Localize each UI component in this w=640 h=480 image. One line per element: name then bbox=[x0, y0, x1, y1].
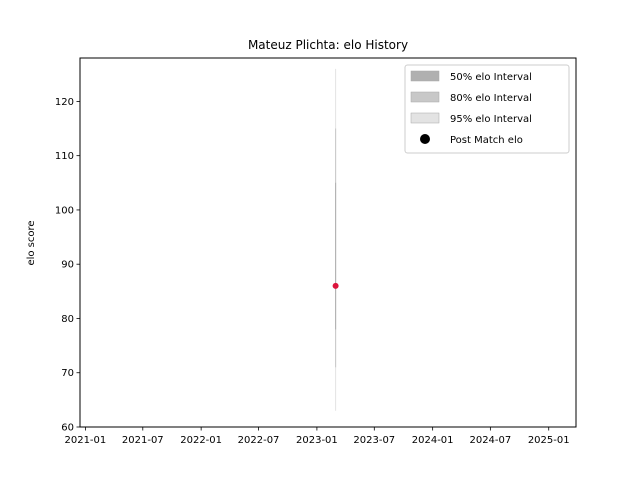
y-axis-label: elo score bbox=[26, 220, 37, 265]
x-tick-label: 2022-01 bbox=[180, 435, 222, 446]
plot-marks bbox=[332, 68, 339, 411]
y-axis: 60 70 80 90 100 110 120 bbox=[55, 97, 80, 434]
legend-marker bbox=[420, 134, 430, 144]
y-tick-label: 100 bbox=[55, 205, 74, 216]
legend-label: 95% elo Interval bbox=[450, 114, 532, 125]
post-match-elo-point bbox=[332, 282, 339, 289]
legend: 50% elo Interval 80% elo Interval 95% elo … bbox=[404, 64, 570, 154]
x-tick-label: 2024-07 bbox=[469, 435, 511, 446]
y-tick-label: 70 bbox=[61, 368, 74, 379]
legend-box bbox=[404, 64, 570, 154]
x-tick-label: 2023-01 bbox=[296, 435, 338, 446]
y-tick-label: 120 bbox=[55, 97, 74, 108]
x-tick-label: 2025-01 bbox=[528, 435, 570, 446]
x-tick-label: 2023-07 bbox=[353, 435, 395, 446]
legend-label: Post Match elo bbox=[450, 135, 523, 146]
x-tick-label: 2024-01 bbox=[412, 435, 454, 446]
plot-area-frame bbox=[79, 57, 577, 428]
x-tick-label: 2022-07 bbox=[238, 435, 280, 446]
legend-swatch bbox=[410, 70, 440, 82]
legend-swatch bbox=[410, 91, 440, 103]
x-axis: 2021-01 2021-07 2022-01 2022-07 2023-01 2023-… bbox=[64, 427, 570, 446]
legend-label: 50% elo Interval bbox=[450, 72, 532, 83]
y-tick-label: 80 bbox=[61, 314, 74, 325]
y-tick-label: 90 bbox=[61, 260, 74, 271]
x-tick-label: 2021-07 bbox=[122, 435, 164, 446]
x-tick-label: 2021-01 bbox=[64, 435, 106, 446]
y-tick-label: 60 bbox=[61, 423, 74, 434]
legend-label: 80% elo Interval bbox=[450, 93, 532, 104]
legend-swatch bbox=[410, 112, 440, 124]
chart-title: Mateuz Plichta: elo History bbox=[248, 38, 408, 52]
y-tick-label: 110 bbox=[55, 151, 74, 162]
